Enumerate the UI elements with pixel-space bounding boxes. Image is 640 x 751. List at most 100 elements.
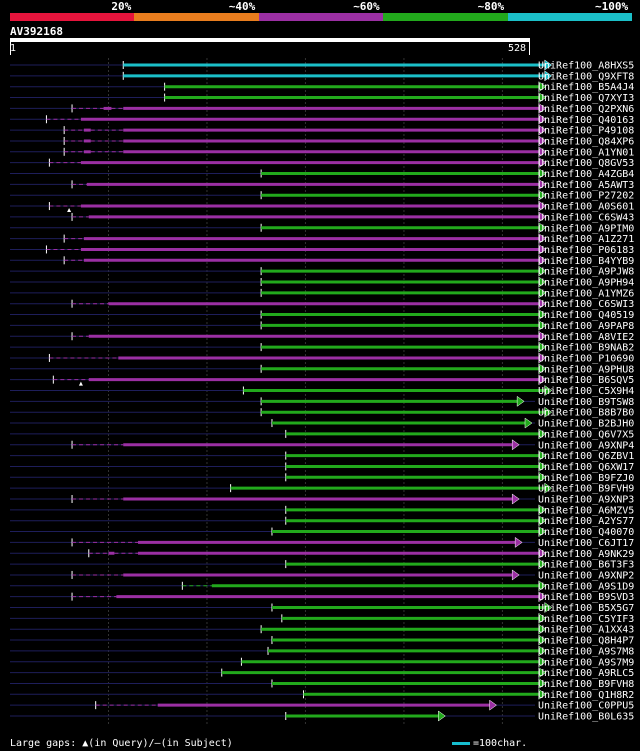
hit-label[interactable]: UniRef100_A5AWT3 <box>538 180 634 191</box>
hit-label[interactable]: UniRef100_Q8H4P7 <box>538 636 634 647</box>
hit-arrowhead <box>538 428 547 440</box>
hit-label[interactable]: UniRef100_C6SW43 <box>538 212 634 223</box>
hit-label[interactable]: UniRef100_C5YIF3 <box>538 614 634 625</box>
hit-label[interactable]: UniRef100_B8B7B0 <box>538 408 634 419</box>
hit-arrowhead <box>538 124 547 136</box>
hit-arrowhead <box>538 374 547 386</box>
hit-arrowhead <box>538 547 547 559</box>
hit-label[interactable]: UniRef100_Q2PXN6 <box>538 104 634 115</box>
hit-label[interactable]: UniRef100_P10690 <box>538 353 634 364</box>
hit-label[interactable]: UniRef100_A9PHU8 <box>538 364 634 375</box>
hit-arrowhead <box>538 450 547 462</box>
hit-label[interactable]: UniRef100_B5X5G7 <box>538 603 634 614</box>
hit-label[interactable]: UniRef100_A9XNP2 <box>538 570 634 581</box>
hit-arrowhead <box>538 157 547 169</box>
hit-arrowhead <box>544 602 553 613</box>
hit-label[interactable]: UniRef100_P27202 <box>538 191 634 202</box>
hit-label[interactable]: UniRef100_B9FVH9 <box>538 484 634 495</box>
hit-label[interactable]: UniRef100_A8VIE2 <box>538 332 634 343</box>
gap-legend-title: Large gaps: <box>10 738 77 749</box>
hit-label[interactable]: UniRef100_A9XNP4 <box>538 440 634 451</box>
hit-label[interactable]: UniRef100_A6MZV5 <box>538 505 634 516</box>
query-end-tick <box>529 42 530 55</box>
hit-label[interactable]: UniRef100_Q7XYI3 <box>538 93 634 104</box>
hit-arrowhead <box>538 515 547 527</box>
hit-label[interactable]: UniRef100_Q40070 <box>538 527 634 538</box>
hit-arrowhead <box>538 287 547 299</box>
hit-label[interactable]: UniRef100_A1YN01 <box>538 147 634 158</box>
hit-label[interactable]: UniRef100_A2YS77 <box>538 516 634 527</box>
hit-arrowhead <box>489 699 497 711</box>
hit-arrowhead <box>544 70 553 82</box>
hit-label[interactable]: UniRef100_A1YMZ6 <box>538 288 634 299</box>
hit-label[interactable]: UniRef100_A9PH94 <box>538 278 634 289</box>
hit-label[interactable]: UniRef100_Q6ZBV1 <box>538 451 634 462</box>
legend-label: ~40% <box>228 0 256 13</box>
hit-label[interactable]: UniRef100_B9FZJ0 <box>538 473 634 484</box>
hit-arrowhead <box>514 536 523 548</box>
hit-label[interactable]: UniRef100_A1XX43 <box>538 625 634 636</box>
hit-label[interactable]: UniRef100_A9S7M9 <box>538 657 634 668</box>
legend-label: 20% <box>111 0 132 13</box>
hit-label[interactable]: UniRef100_A9PJW8 <box>538 267 634 278</box>
gap-legend: Large gaps: ▲(in Query)/–(in Subject) <box>10 738 233 750</box>
hit-label[interactable]: UniRef100_C0PPU5 <box>538 701 634 712</box>
hit-arrowhead <box>511 439 520 451</box>
hit-label[interactable]: UniRef100_A0S601 <box>538 202 634 213</box>
hit-arrowhead <box>538 591 547 603</box>
query-id[interactable]: AV392168 <box>10 25 63 38</box>
hit-label[interactable]: UniRef100_B9TSW8 <box>538 397 634 408</box>
hit-arrowhead <box>544 482 553 494</box>
hit-label[interactable]: UniRef100_A9PIM0 <box>538 223 634 234</box>
hit-arrowhead <box>538 135 547 147</box>
hit-label[interactable]: UniRef100_B9SVD3 <box>538 592 634 603</box>
hit-arrowhead <box>538 623 547 635</box>
hit-label[interactable]: UniRef100_B2BJH0 <box>538 419 634 430</box>
hit-arrowhead <box>538 200 547 212</box>
hit-label[interactable]: UniRef100_B5A4J4 <box>538 82 634 93</box>
query-bar <box>10 38 530 42</box>
hit-label[interactable]: UniRef100_A9S7M8 <box>538 646 634 657</box>
hit-label[interactable]: UniRef100_Q8GV53 <box>538 158 634 169</box>
hit-label[interactable]: UniRef100_P49108 <box>538 126 634 137</box>
hit-arrowhead <box>544 59 553 71</box>
alignment-hits: UniRef100_A8HXS5UniRef100_Q9XFT8UniRef10… <box>10 58 634 726</box>
hit-label[interactable]: UniRef100_A9RLC5 <box>538 668 634 679</box>
hit-arrowhead <box>538 81 547 93</box>
hit-arrowhead <box>538 330 547 342</box>
hit-label[interactable]: UniRef100_C6JT17 <box>538 538 634 549</box>
hit-arrowhead <box>538 309 547 321</box>
legend-segment <box>134 13 259 21</box>
hit-label[interactable]: UniRef100_Q6V7X5 <box>538 429 634 440</box>
hit-label[interactable]: UniRef100_A9NK29 <box>538 549 634 560</box>
hit-label[interactable]: UniRef100_B9NAB2 <box>538 343 634 354</box>
hit-label[interactable]: UniRef100_B4YYB9 <box>538 256 634 267</box>
query-end-label: 528 <box>508 43 527 54</box>
hit-label[interactable]: UniRef100_A9S1D9 <box>538 581 634 592</box>
hit-arrowhead <box>538 667 547 679</box>
hit-label[interactable]: UniRef100_Q1H8R2 <box>538 690 634 701</box>
hit-label[interactable]: UniRef100_B9FVH8 <box>538 679 634 690</box>
legend-label: ~60% <box>353 0 380 13</box>
hit-label[interactable]: UniRef100_A9XNP3 <box>538 495 634 506</box>
hit-arrowhead <box>538 222 547 234</box>
hit-label[interactable]: UniRef100_B6T3F3 <box>538 560 634 571</box>
hit-label[interactable]: UniRef100_C5X9H4 <box>538 386 634 397</box>
in-subject-text: (in Subject) <box>160 738 233 749</box>
hit-label[interactable]: UniRef100_P06183 <box>538 245 634 256</box>
hit-label[interactable]: UniRef100_A8HXS5 <box>538 61 634 72</box>
hit-arrowhead <box>538 677 547 689</box>
query-gap-marker-icon: ▲ <box>82 738 89 749</box>
hit-label[interactable]: UniRef100_Q40163 <box>538 115 634 126</box>
hit-label[interactable]: UniRef100_Q40519 <box>538 310 634 321</box>
hit-label[interactable]: UniRef100_Q84XP6 <box>538 136 634 147</box>
hit-label[interactable]: UniRef100_B0L635 <box>538 712 634 723</box>
hit-label[interactable]: UniRef100_C6SWI3 <box>538 299 634 310</box>
hit-label[interactable]: UniRef100_B6SQV5 <box>538 375 634 386</box>
hit-label[interactable]: UniRef100_A9PAP8 <box>538 321 634 332</box>
hit-label[interactable]: UniRef100_A1Z271 <box>538 234 634 245</box>
hit-label[interactable]: UniRef100_Q6XW17 <box>538 462 634 473</box>
legend-color-bar <box>10 13 632 21</box>
hit-label[interactable]: UniRef100_Q9XFT8 <box>538 71 634 82</box>
hit-label[interactable]: UniRef100_A4ZGB4 <box>538 169 634 180</box>
